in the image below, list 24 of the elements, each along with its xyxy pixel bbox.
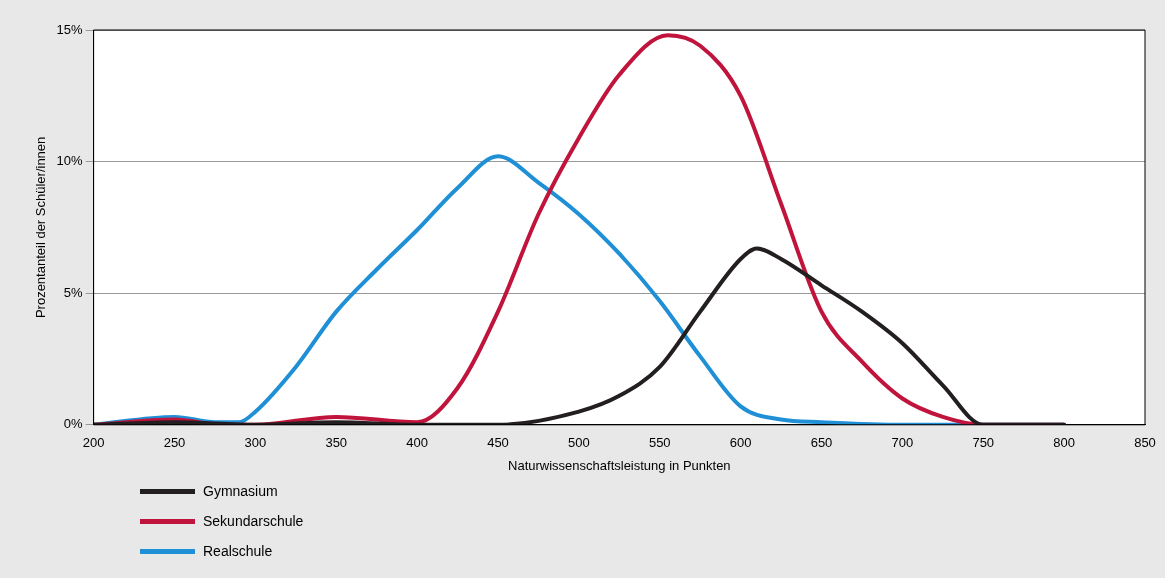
y-tick-label: 15%: [56, 21, 84, 37]
y-axis-title: Prozentanteil der Schüler/innen: [33, 136, 49, 319]
x-tick-label: 500: [568, 435, 590, 451]
y-tick-label: 0%: [63, 416, 84, 432]
y-tick-label: 10%: [56, 153, 84, 169]
x-tick-label: 250: [163, 435, 186, 451]
x-tick-label: 600: [729, 435, 752, 451]
x-tick-label: 350: [325, 435, 348, 451]
x-tick-label: 850: [1134, 435, 1156, 451]
y-tick-label: 5%: [63, 284, 84, 300]
x-tick-label: 300: [244, 435, 267, 451]
x-tick-label: 550: [648, 435, 671, 451]
line-series: [93, 246, 1067, 425]
legend-label: Realschule: [203, 543, 273, 559]
x-tick-label: 450: [487, 435, 509, 451]
x-tick-label: 650: [810, 435, 833, 451]
x-tick-label: 750: [972, 435, 995, 451]
legend-label: Gymnasium: [203, 483, 278, 499]
legend-label: Sekundarschule: [203, 513, 304, 529]
x-tick-label: 800: [1053, 435, 1075, 451]
x-tick-label: 200: [82, 435, 105, 451]
x-tick-label: 400: [406, 435, 428, 451]
x-axis-title: Naturwissenschaftsleistung in Punkten: [508, 457, 731, 473]
x-tick-label: 700: [891, 435, 914, 451]
